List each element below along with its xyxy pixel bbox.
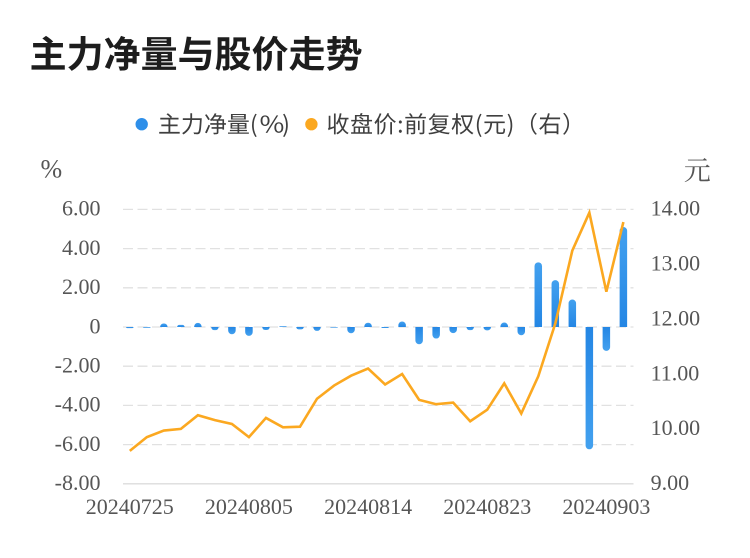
svg-text:%: % xyxy=(41,155,63,184)
svg-text:12.00: 12.00 xyxy=(651,306,701,331)
svg-text:20240814: 20240814 xyxy=(324,494,412,519)
svg-text:-6.00: -6.00 xyxy=(55,431,101,456)
svg-text:10.00: 10.00 xyxy=(651,415,701,440)
svg-text:20240823: 20240823 xyxy=(443,494,531,519)
svg-text:20240805: 20240805 xyxy=(205,494,293,519)
svg-text:20240903: 20240903 xyxy=(562,494,650,519)
svg-text:13.00: 13.00 xyxy=(651,251,701,276)
svg-text:9.00: 9.00 xyxy=(651,470,690,495)
svg-text:-8.00: -8.00 xyxy=(55,470,101,495)
svg-text:-2.00: -2.00 xyxy=(55,353,101,378)
svg-text:6.00: 6.00 xyxy=(62,196,101,221)
svg-text:20240725: 20240725 xyxy=(86,494,174,519)
svg-text:-4.00: -4.00 xyxy=(55,392,101,417)
svg-text:2.00: 2.00 xyxy=(62,274,101,299)
svg-text:14.00: 14.00 xyxy=(651,196,701,221)
svg-text:11.00: 11.00 xyxy=(651,360,700,385)
svg-text:0: 0 xyxy=(90,313,101,338)
svg-text:4.00: 4.00 xyxy=(62,235,101,260)
